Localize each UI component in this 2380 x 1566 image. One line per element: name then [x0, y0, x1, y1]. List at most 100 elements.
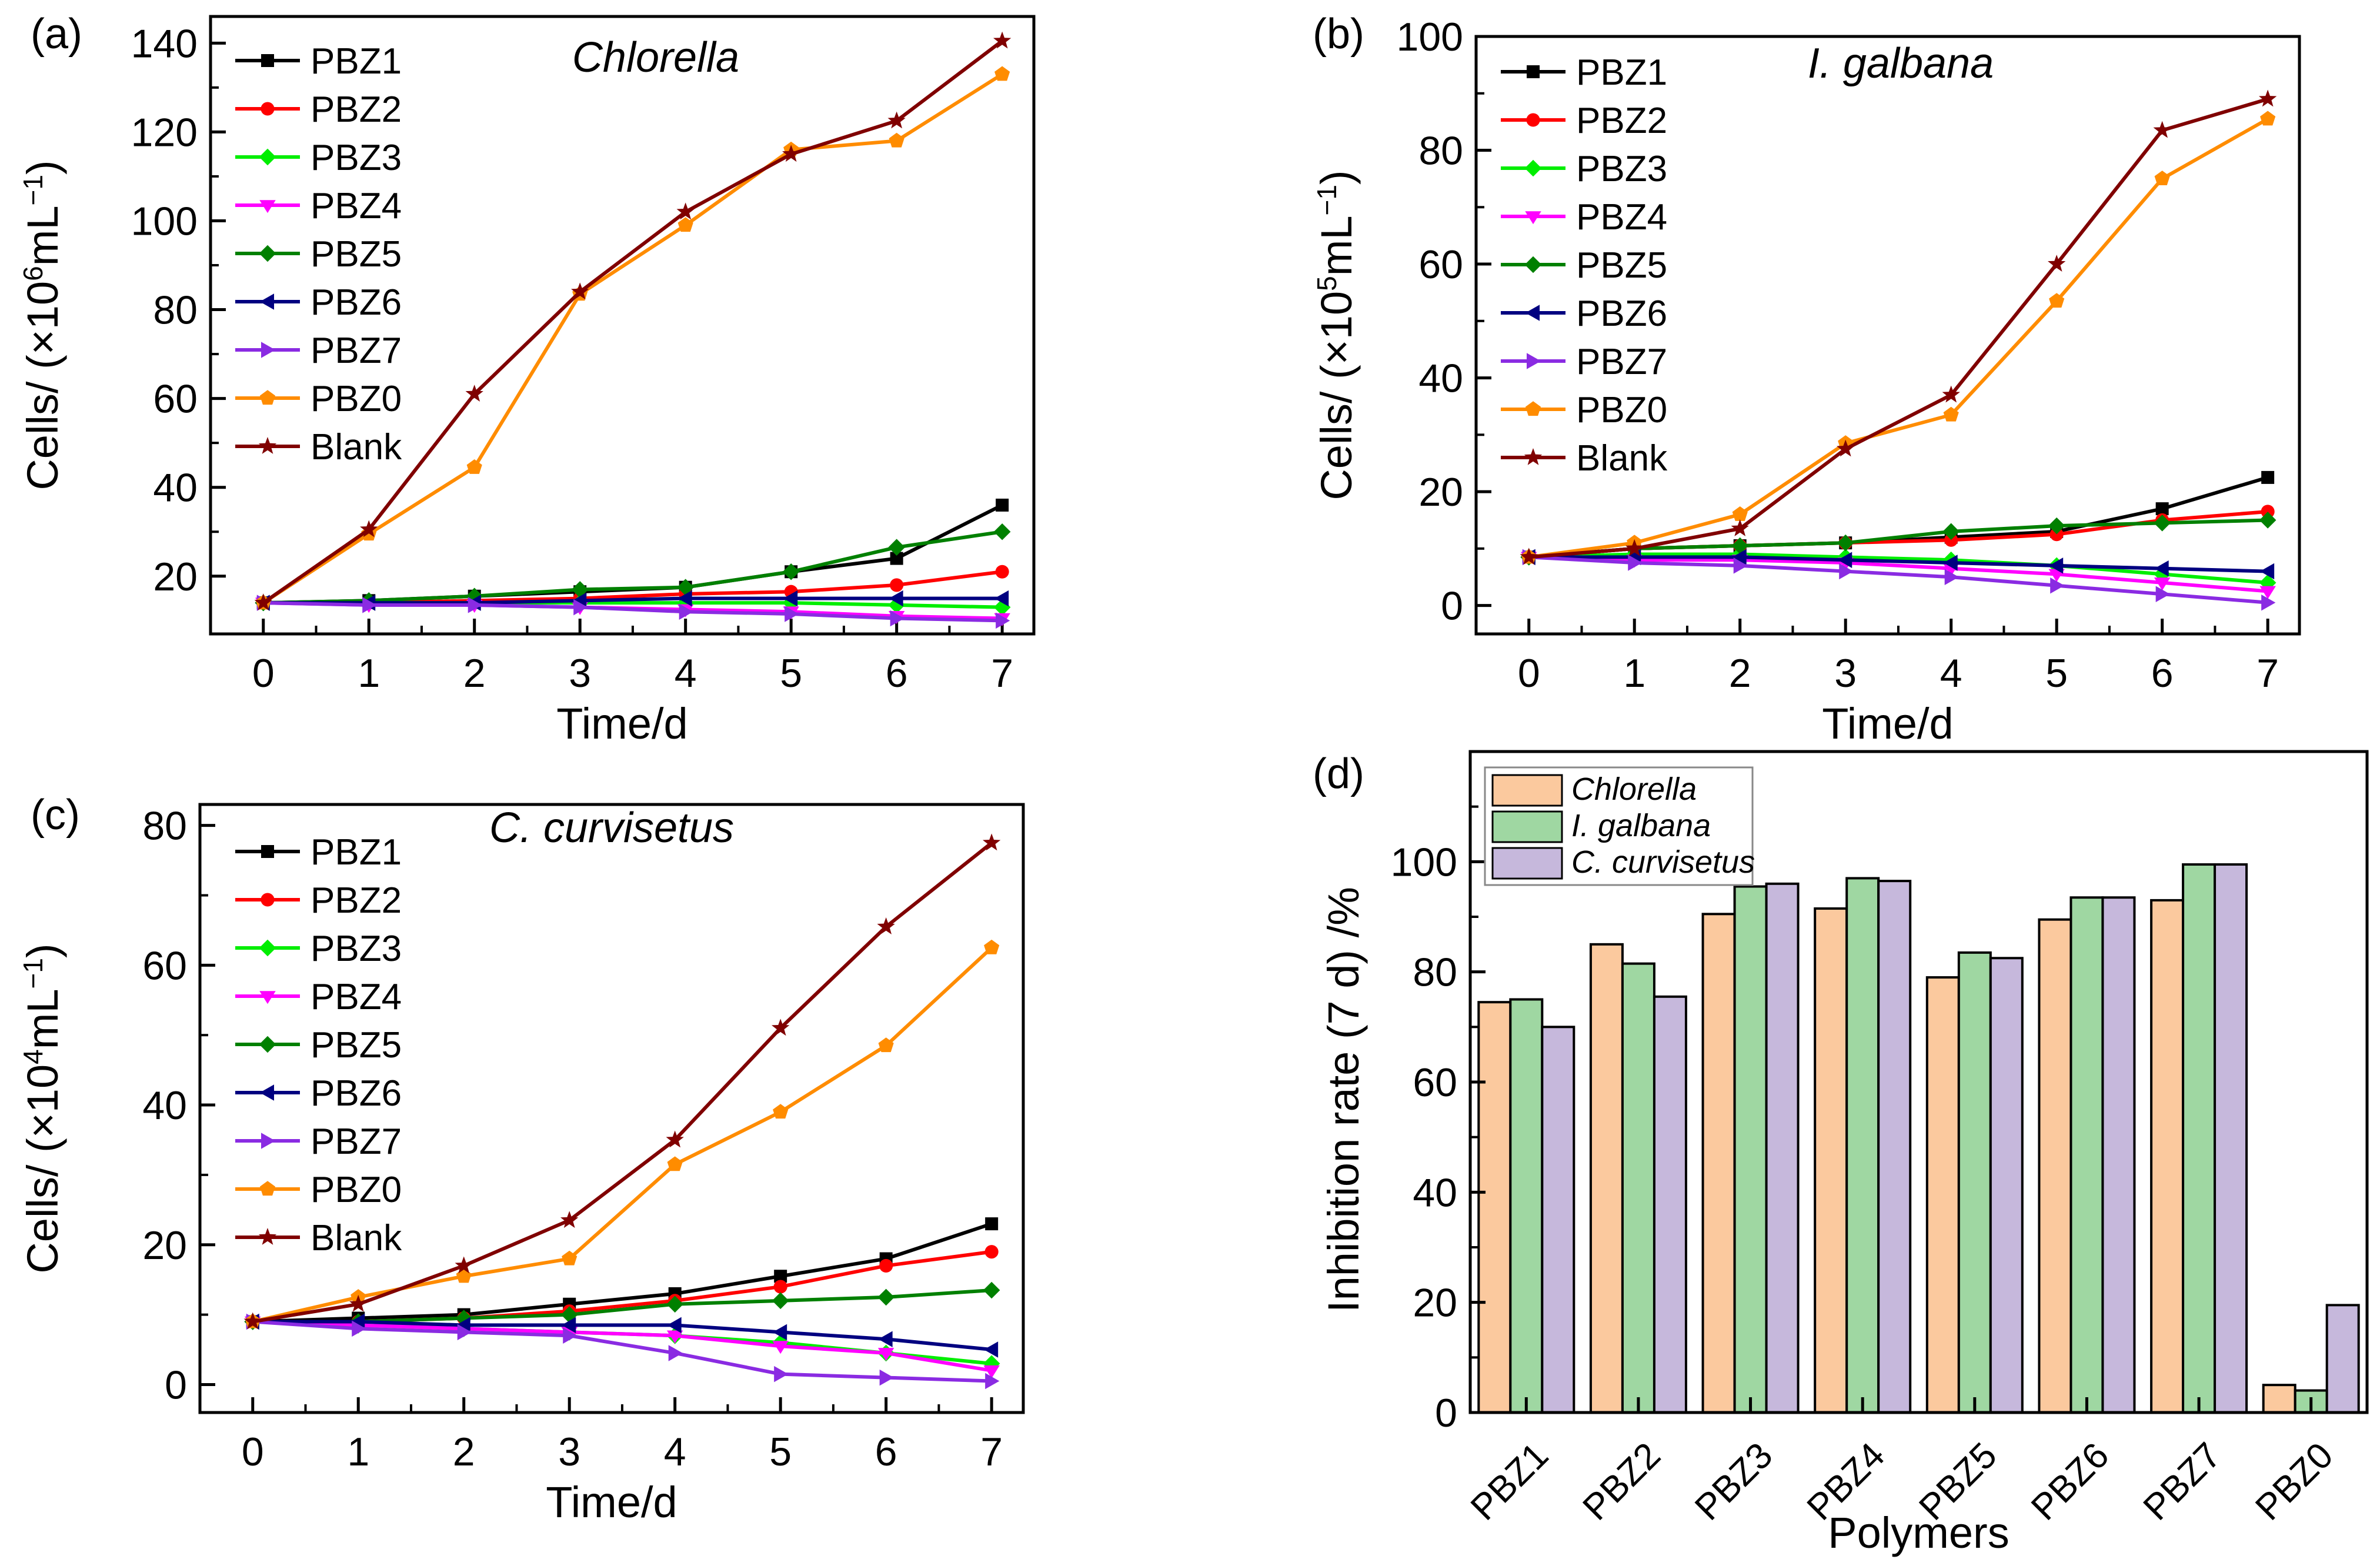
- panel-b-data-point-pbz1: [2155, 502, 2169, 516]
- panel-b-data-point-pbz0: [2260, 111, 2276, 126]
- panel-b-data-point-pbz7: [1628, 555, 1643, 571]
- panel-b-legend-swatch-marker: [1524, 159, 1542, 177]
- panel-a-data-point-pbz0: [889, 132, 904, 148]
- panel-c-legend-swatch-marker: [259, 1036, 276, 1053]
- panel-b-legend-label: PBZ7: [1576, 342, 1667, 382]
- panel-a-data-point-pbz0: [466, 459, 482, 474]
- panel-a-data-point-pbz3: [993, 599, 1011, 616]
- panel-d-y-tick-label: 80: [1413, 950, 1457, 995]
- panel-a-legend-label: PBZ2: [311, 89, 402, 130]
- panel-b-data-point-pbz0: [1943, 406, 1959, 422]
- panel-c-x-tick-label: 0: [242, 1430, 264, 1474]
- panel-a-x-tick-label: 4: [675, 651, 697, 696]
- panel-a-x-tick-label: 6: [886, 651, 908, 696]
- panel-d-legend-swatch: [1491, 847, 1563, 880]
- panel-c-data-point-pbz6: [667, 1317, 682, 1334]
- panel-d-bar-pbz7: [2150, 899, 2185, 1414]
- panel-d-legend-swatch: [1491, 810, 1563, 843]
- panel-d-bar-pbz7: [2214, 863, 2248, 1414]
- panel-a-data-point-blank: [887, 111, 906, 129]
- panel-c-legend-swatch-marker: [259, 1084, 274, 1101]
- panel-c-data-point-blank: [772, 1019, 790, 1036]
- panel-c-data-point-pbz1: [985, 1217, 999, 1231]
- panel-b-x-tick-label: 6: [2151, 651, 2174, 696]
- panel-b-data-point-blank: [1731, 519, 1749, 536]
- panel-b-data-point-blank: [1520, 547, 1538, 565]
- panel-a-y-tick-label: 140: [131, 21, 198, 66]
- panel-c-data-point-pbz7: [352, 1320, 366, 1337]
- panel-c-legend-swatch-marker: [259, 939, 276, 957]
- panel-b-legend-swatch-marker: [1525, 211, 1541, 225]
- panel-c-x-tick-label: 3: [558, 1430, 580, 1474]
- panel-c-y-tick-label: 40: [142, 1083, 187, 1128]
- panel-b-title: I. galbana: [1808, 40, 1994, 87]
- panel-a-data-point-pbz7: [679, 603, 693, 620]
- panel-a-data-point-pbz6: [677, 590, 692, 607]
- panel-b-data-point-pbz7: [1839, 563, 1854, 580]
- panel-c-data-point-pbz7: [774, 1365, 789, 1383]
- panel-c-data-point-pbz4: [772, 1341, 789, 1354]
- panel-a-legend-swatch-marker: [259, 245, 276, 262]
- panel-b-data-point-pbz0: [1732, 506, 1748, 521]
- panel-d-y-axis-label: Inhibition rate (7 d) /%: [1319, 887, 1368, 1313]
- panel-d-x-tick-label: PBZ2: [1575, 1435, 1668, 1528]
- panel-c-data-point-blank: [560, 1211, 579, 1228]
- panel-d-y-tick-label: 100: [1391, 840, 1457, 884]
- panel-c-data-point-pbz0: [456, 1268, 472, 1283]
- panel-a-legend-swatch-marker: [259, 293, 274, 310]
- panel-b-y-tick-label: 20: [1418, 470, 1463, 515]
- panel-b-x-tick-label: 7: [2257, 651, 2279, 696]
- panel-b-legend-label: Blank: [1576, 438, 1668, 479]
- panel-b-y-axis-label-part: ): [1312, 170, 1361, 185]
- panel-d-y-tick-label: 40: [1413, 1170, 1457, 1215]
- panel-d-bar-pbz1: [1509, 998, 1544, 1414]
- panel-a-y-tick-label: 60: [153, 377, 198, 422]
- panel-c-legend-label: Blank: [311, 1218, 402, 1258]
- panel-a-legend-label: PBZ6: [311, 282, 402, 323]
- panel-a-data-point-pbz7: [468, 597, 482, 613]
- panel-d-x-tick-label: PBZ6: [2024, 1435, 2117, 1528]
- panel-b-y-tick-label: 100: [1397, 15, 1463, 59]
- panel-b-legend-label: PBZ0: [1576, 390, 1667, 430]
- panel-d-x-tick-label: PBZ7: [2136, 1435, 2229, 1528]
- panel-c-data-point-pbz2: [879, 1258, 893, 1273]
- panel-b-legend-swatch-marker: [1525, 401, 1541, 416]
- panel-a-y-axis-label-part: 6: [18, 266, 48, 281]
- panel-a-x-axis-label: Time/d: [556, 699, 687, 748]
- panel-b-series-blank: [1520, 89, 2277, 565]
- panel-d-legend-swatch: [1491, 774, 1563, 807]
- panel-a-y-axis-label-part: Cells/ (×10: [18, 281, 67, 490]
- panel-c-data-point-blank: [982, 833, 1001, 851]
- panel-c-legend-label: PBZ7: [311, 1121, 402, 1162]
- panel-b-data-point-pbz6: [2048, 557, 2064, 574]
- panel-a-y-axis-label: Cells/ (×106mL−1): [18, 160, 67, 490]
- panel-a-x-tick-label: 2: [463, 651, 486, 696]
- panel-b-y-axis-label-part: −1: [1311, 185, 1342, 215]
- panel-d-bar-pbz0: [2325, 1304, 2360, 1414]
- panel-a-plot-frame: [209, 15, 1036, 636]
- panel-d-y-tick-label: 20: [1413, 1281, 1457, 1325]
- panel-a-legend-swatch-marker: [258, 437, 277, 454]
- panel-d-bar-pbz3: [1701, 913, 1736, 1414]
- panel-b-series-line-pbz6: [1528, 555, 2268, 573]
- panel-b-data-point-blank: [2048, 255, 2066, 272]
- panel-b-x-tick-label: 5: [2045, 651, 2068, 696]
- panel-d-panel-label: (d): [1313, 750, 1364, 797]
- panel-a-x-tick-label: 0: [252, 651, 275, 696]
- panel-a-legend-label: PBZ1: [311, 41, 402, 82]
- panel-b-data-point-pbz6: [2154, 560, 2169, 577]
- panel-d-bar-pbz2: [1621, 962, 1655, 1414]
- panel-a-x-tick-label: 7: [991, 651, 1013, 696]
- panel-c-legend-swatch-marker: [259, 991, 276, 1004]
- panel-d-y-tick-label: 60: [1413, 1060, 1457, 1105]
- panel-c-legend-label: PBZ5: [311, 1025, 402, 1066]
- panel-b-y-tick-label: 40: [1418, 356, 1463, 401]
- panel-b-data-point-pbz5: [1837, 534, 1854, 552]
- panel-b-legend: PBZ1 PBZ2 PBZ3 PBZ4 PBZ5 PBZ6 PBZ7 PBZ0 Blank: [1501, 52, 1668, 479]
- panel-a-series-pbz0: [255, 66, 1010, 610]
- panel-c-legend-swatch-marker: [261, 845, 274, 858]
- panel-c-legend-label: PBZ2: [311, 880, 402, 921]
- panel-c-x-tick-label: 2: [453, 1430, 475, 1474]
- panel-d-series-2: [1541, 863, 2360, 1414]
- panel-c-data-point-pbz5: [560, 1306, 578, 1323]
